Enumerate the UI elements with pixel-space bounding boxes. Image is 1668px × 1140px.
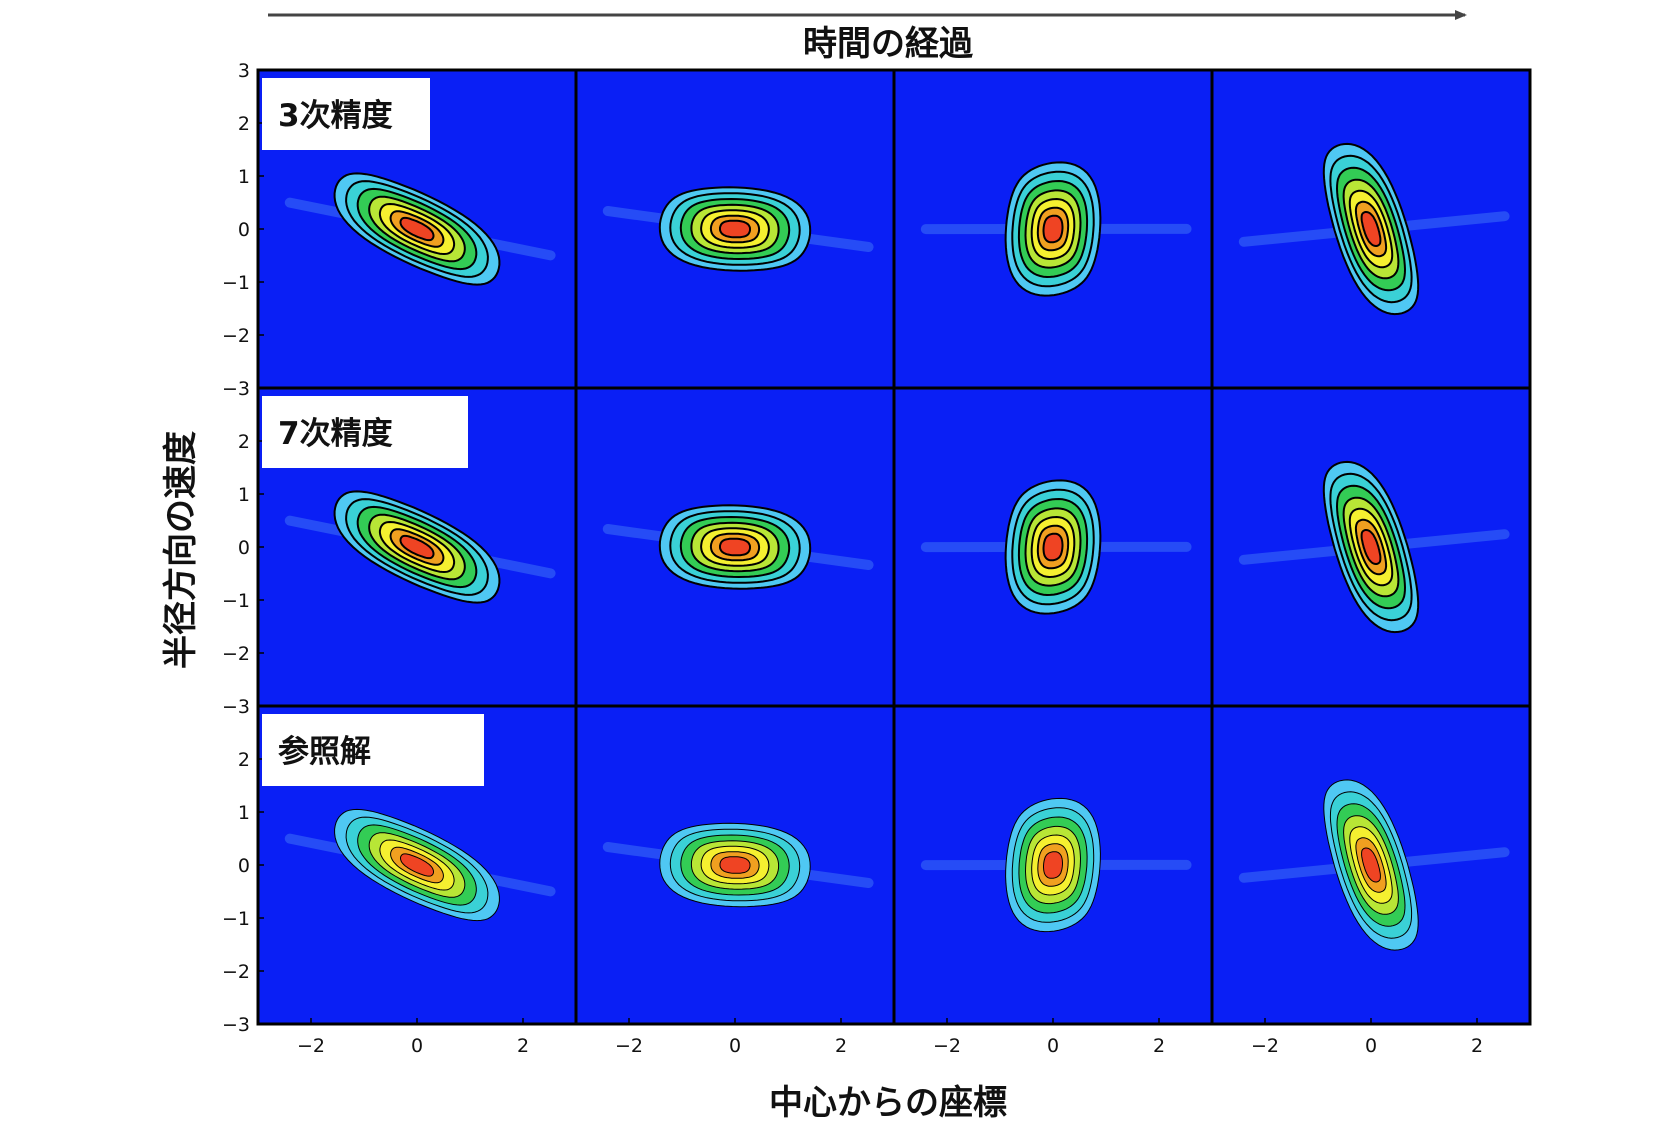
contour-level-7 <box>1043 851 1063 879</box>
y-tick-label: −3 <box>222 378 250 400</box>
y-axis-label: 半径方向の速度 <box>161 431 201 669</box>
panel-r1-c2 <box>892 386 1214 708</box>
x-tick-label: −2 <box>297 1035 325 1057</box>
row-label-box: 7次精度 <box>262 396 468 468</box>
y-tick-label: 1 <box>238 166 250 188</box>
panel-r2-c2 <box>892 704 1214 1026</box>
tick-labels: −3 −2 −1 0 1 2 3 −3 −2 −1 0 1 2 −3 −2 −1 0 1 2 −2 0 2 −2 0 2 −2 0 2… <box>222 60 1483 1057</box>
y-tick-label: 3 <box>238 60 250 82</box>
x-tick-label: −2 <box>1251 1035 1279 1057</box>
row-label-text: 参照解 <box>278 734 371 770</box>
y-tick-label: −3 <box>222 1014 250 1036</box>
x-tick-label: 0 <box>729 1035 741 1057</box>
row-label-text: 7次精度 <box>278 416 393 452</box>
panel-r2-c3 <box>1210 704 1532 1026</box>
panel-r0-c1 <box>574 68 896 390</box>
y-tick-label: 2 <box>238 113 250 135</box>
x-tick-label: 0 <box>1047 1035 1059 1057</box>
contour-level-7 <box>400 853 434 877</box>
panel-r0-c2 <box>892 68 1214 390</box>
contour-level-7 <box>1360 211 1382 247</box>
y-tick-label: −3 <box>222 696 250 718</box>
y-tick-label: 0 <box>238 537 250 559</box>
x-tick-label: −2 <box>615 1035 643 1057</box>
time-label: 時間の経過 <box>803 24 974 64</box>
contour-level-7 <box>719 537 751 557</box>
contour-level-7 <box>1042 214 1064 244</box>
label-background <box>262 714 484 786</box>
y-tick-label: −2 <box>222 961 250 983</box>
x-axis-label: 中心からの座標 <box>769 1083 1007 1123</box>
panel-grid <box>256 68 1532 1026</box>
row-label-box: 参照解 <box>262 714 484 786</box>
x-tick-label: 2 <box>835 1035 847 1057</box>
y-tick-label: 1 <box>238 484 250 506</box>
x-tick-label: 0 <box>1365 1035 1377 1057</box>
label-background <box>262 396 468 468</box>
y-tick-label: 2 <box>238 431 250 453</box>
y-tick-label: 0 <box>238 219 250 241</box>
panel-r1-c1 <box>574 386 896 708</box>
panel-r2-c1 <box>574 704 896 1026</box>
contour-level-7 <box>719 856 751 874</box>
x-tick-label: −2 <box>933 1035 961 1057</box>
contour-level-7 <box>1042 532 1064 562</box>
x-tick-label: 2 <box>517 1035 529 1057</box>
y-tick-label: −1 <box>222 908 250 930</box>
row-label-box: 3次精度 <box>262 78 430 150</box>
contour-level-7 <box>399 534 435 560</box>
y-tick-label: 2 <box>238 749 250 771</box>
panel-r1-c3 <box>1210 386 1532 708</box>
y-tick-label: −2 <box>222 325 250 347</box>
x-tick-label: 2 <box>1471 1035 1483 1057</box>
contour-level-7 <box>1360 529 1382 565</box>
x-tick-label: 0 <box>411 1035 423 1057</box>
label-background <box>262 78 430 150</box>
y-tick-label: −2 <box>222 643 250 665</box>
y-tick-label: −1 <box>222 272 250 294</box>
row-label-text: 3次精度 <box>278 98 393 134</box>
y-tick-label: −1 <box>222 590 250 612</box>
contour-level-7 <box>399 216 435 242</box>
y-tick-label: 1 <box>238 802 250 824</box>
y-tick-label: 0 <box>238 855 250 877</box>
contour-level-7 <box>719 219 751 239</box>
panel-r0-c3 <box>1210 68 1532 390</box>
x-tick-label: 2 <box>1153 1035 1165 1057</box>
contour-level-7 <box>1361 847 1381 883</box>
